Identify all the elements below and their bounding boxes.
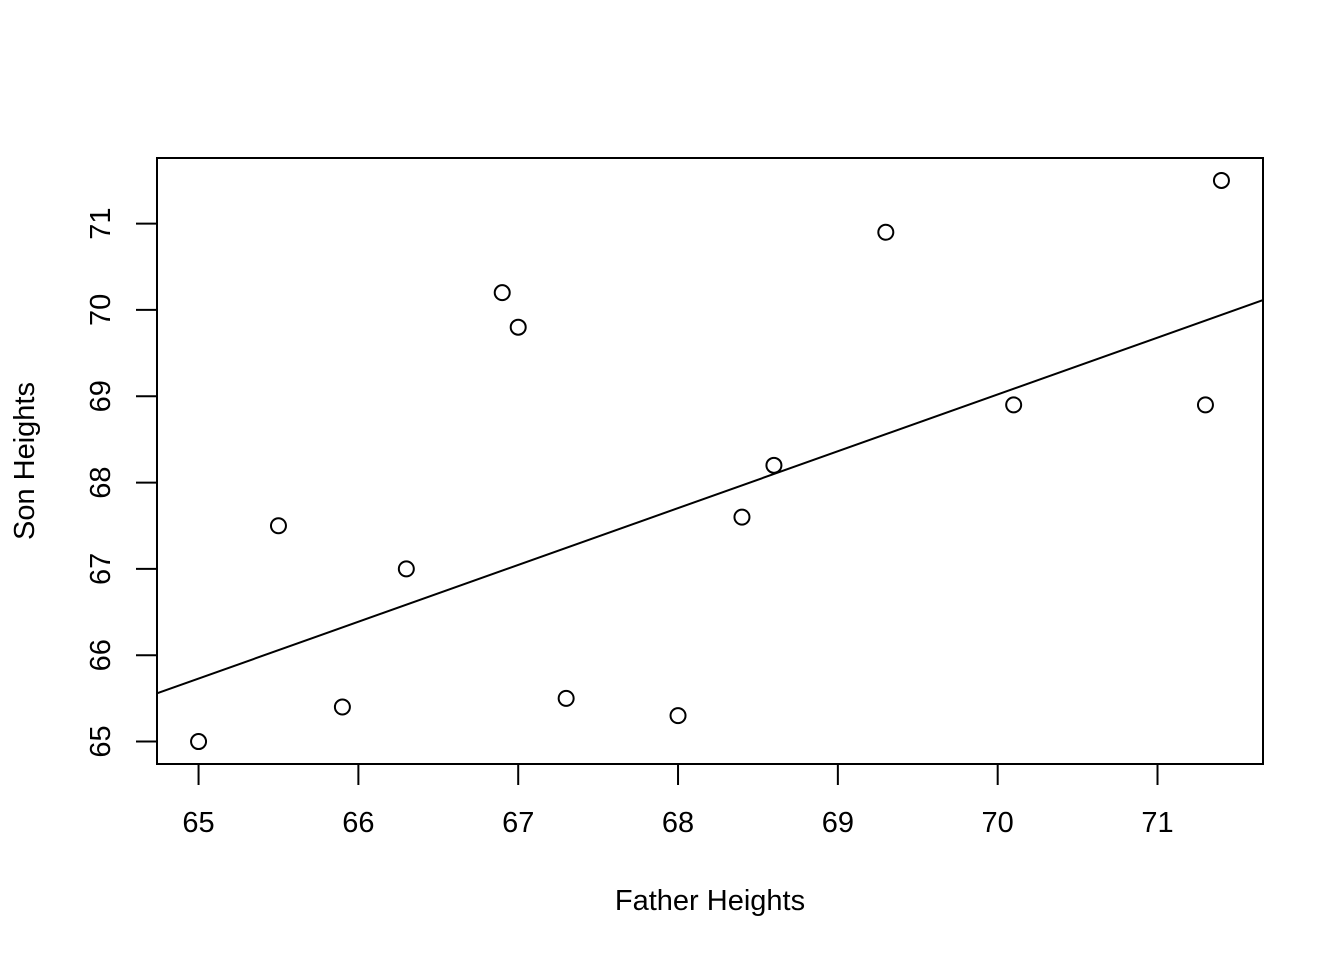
data-point xyxy=(333,698,351,716)
y-tick-label: 65 xyxy=(85,725,117,757)
y-tick-label: 67 xyxy=(85,553,117,585)
data-point xyxy=(765,456,783,474)
data-point xyxy=(190,733,208,751)
y-tick-label: 69 xyxy=(85,380,117,412)
x-tick-label: 66 xyxy=(342,807,374,839)
data-point xyxy=(397,560,415,578)
data-point xyxy=(493,284,511,302)
y-tick-label: 70 xyxy=(85,294,117,326)
x-tick-label: 65 xyxy=(182,807,214,839)
data-point xyxy=(877,223,895,241)
y-axis: 65 66 67 68 69 70 71 xyxy=(85,207,158,758)
x-tick-label: 69 xyxy=(822,807,854,839)
y-axis-label: Son Heights xyxy=(9,382,41,540)
plot-frame xyxy=(156,157,1264,765)
x-tick-label: 71 xyxy=(1141,807,1173,839)
x-axis-label: Father Heights xyxy=(615,885,805,917)
points-layer xyxy=(190,171,1230,751)
x-tick-label: 68 xyxy=(662,807,694,839)
data-point xyxy=(1005,396,1023,414)
regression-line xyxy=(156,299,1264,695)
x-tick-label: 70 xyxy=(982,807,1014,839)
x-tick-label: 67 xyxy=(502,807,534,839)
y-tick-label: 66 xyxy=(85,639,117,671)
data-point xyxy=(557,689,575,707)
y-tick-label: 68 xyxy=(85,466,117,498)
regression-line-layer xyxy=(156,299,1264,695)
data-point xyxy=(1212,171,1230,189)
x-axis: 65 66 67 68 69 70 71 xyxy=(182,763,1174,839)
data-point xyxy=(509,318,527,336)
y-tick-label: 71 xyxy=(85,207,117,239)
data-point xyxy=(669,707,687,725)
data-point xyxy=(1196,396,1214,414)
data-point xyxy=(269,517,287,535)
data-point xyxy=(733,508,751,526)
